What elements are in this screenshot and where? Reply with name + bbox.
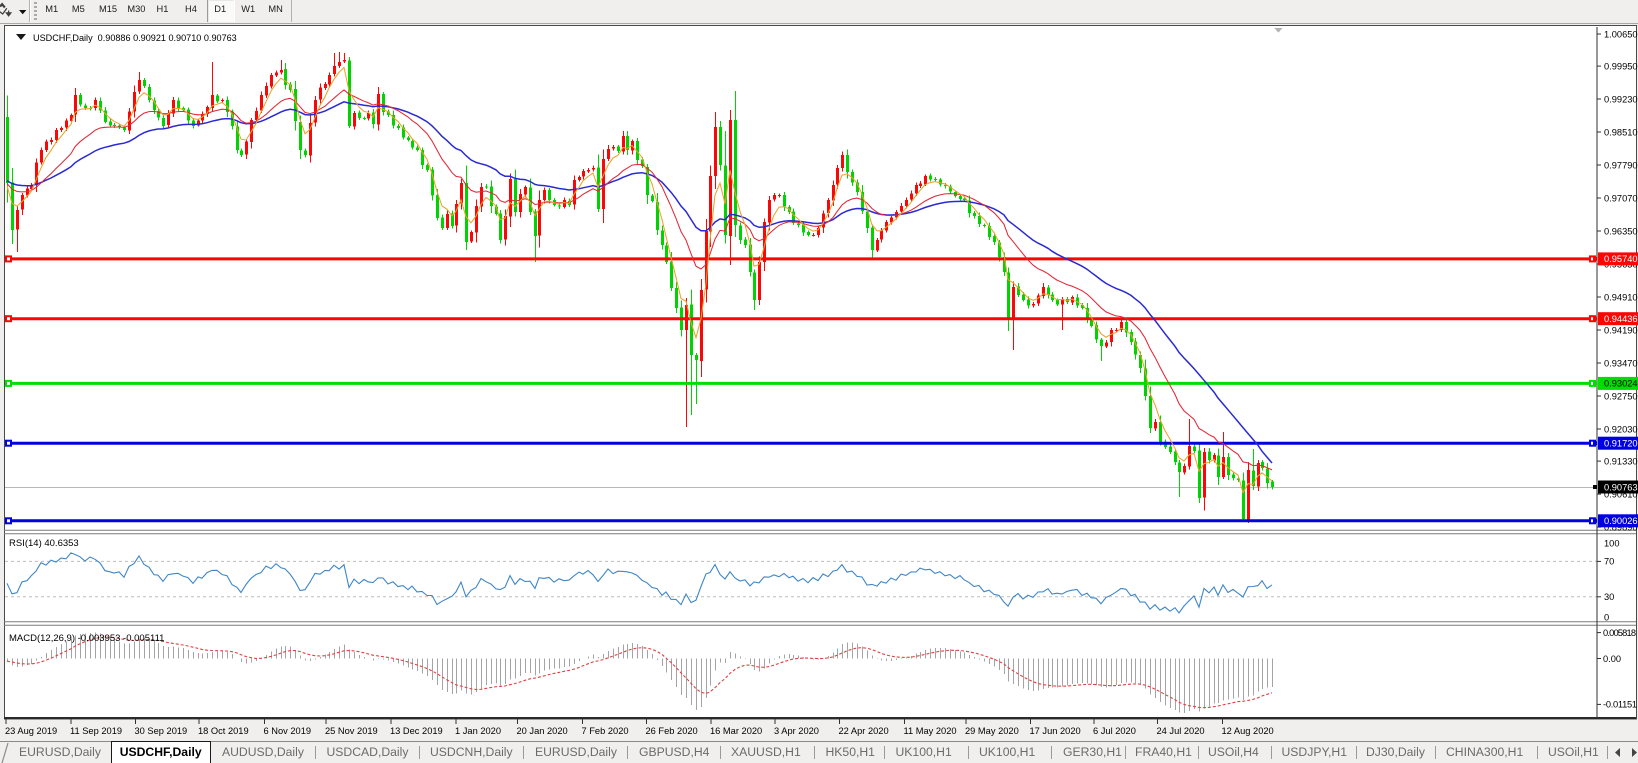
svg-text:13 Dec 2019: 13 Dec 2019: [390, 726, 443, 736]
svg-text:0.94436: 0.94436: [1604, 314, 1638, 324]
svg-text:22 Apr 2020: 22 Apr 2020: [839, 726, 889, 736]
svg-text:0.92030: 0.92030: [1604, 424, 1638, 434]
svg-text:100: 100: [1604, 538, 1620, 548]
svg-text:0.89890: 0.89890: [1604, 522, 1638, 532]
svg-text:0.90763: 0.90763: [1604, 482, 1638, 492]
svg-text:0.90026: 0.90026: [1604, 516, 1638, 526]
svg-text:0.00: 0.00: [1603, 654, 1621, 664]
svg-text:11 May 2020: 11 May 2020: [904, 726, 957, 736]
svg-text:0.97790: 0.97790: [1604, 160, 1638, 170]
svg-text:0.97070: 0.97070: [1604, 193, 1638, 203]
svg-text:23 Aug 2019: 23 Aug 2019: [5, 726, 57, 736]
svg-text:0.93024: 0.93024: [1604, 379, 1638, 389]
svg-text:26 Feb 2020: 26 Feb 2020: [646, 726, 698, 736]
svg-text:6 Nov 2019: 6 Nov 2019: [264, 726, 312, 736]
svg-text:70: 70: [1604, 557, 1614, 567]
svg-text:20 Jan 2020: 20 Jan 2020: [517, 726, 568, 736]
svg-text:0.91330: 0.91330: [1604, 456, 1638, 466]
svg-text:7 Feb 2020: 7 Feb 2020: [582, 726, 629, 736]
svg-text:17 Jun 2020: 17 Jun 2020: [1030, 726, 1081, 736]
svg-text:-0.01151: -0.01151: [1603, 700, 1637, 710]
svg-text:1 Jan 2020: 1 Jan 2020: [455, 726, 501, 736]
svg-text:0.95740: 0.95740: [1604, 254, 1638, 264]
svg-text:0.98510: 0.98510: [1604, 127, 1638, 137]
svg-text:3 Apr 2020: 3 Apr 2020: [774, 726, 819, 736]
svg-text:6 Jul 2020: 6 Jul 2020: [1093, 726, 1136, 736]
svg-text:18 Oct 2019: 18 Oct 2019: [198, 726, 249, 736]
svg-text:29 May 2020: 29 May 2020: [965, 726, 1019, 736]
svg-text:0.96350: 0.96350: [1604, 226, 1638, 236]
svg-text:0.90610: 0.90610: [1604, 489, 1638, 499]
svg-text:30: 30: [1604, 592, 1614, 602]
svg-text:0.99950: 0.99950: [1604, 61, 1638, 71]
svg-text:24 Jul 2020: 24 Jul 2020: [1157, 726, 1205, 736]
svg-text:0.92750: 0.92750: [1604, 391, 1638, 401]
svg-text:MACD(12,26,9) -0.003953 -0.005: MACD(12,26,9) -0.003953 -0.005111: [9, 633, 164, 644]
svg-text:1.00650: 1.00650: [1604, 29, 1638, 39]
svg-text:0.005818: 0.005818: [1603, 628, 1636, 638]
svg-text:0.94190: 0.94190: [1604, 325, 1638, 335]
svg-text:12 Aug 2020: 12 Aug 2020: [1222, 726, 1274, 736]
svg-text:25 Nov 2019: 25 Nov 2019: [325, 726, 378, 736]
svg-text:0: 0: [1604, 612, 1609, 622]
svg-text:11 Sep 2019: 11 Sep 2019: [70, 726, 122, 736]
svg-text:16 Mar 2020: 16 Mar 2020: [710, 726, 762, 736]
svg-text:USDCHF,Daily 0.90886 0.90921: USDCHF,Daily 0.90886 0.90921 0.90710 0.9…: [33, 33, 237, 43]
svg-text:0.93470: 0.93470: [1604, 358, 1638, 368]
svg-text:30 Sep 2019: 30 Sep 2019: [135, 726, 188, 736]
svg-text:0.99230: 0.99230: [1604, 94, 1638, 104]
svg-text:0.94910: 0.94910: [1604, 292, 1638, 302]
svg-text:RSI(14) 40.6353: RSI(14) 40.6353: [9, 538, 79, 549]
svg-text:0.91720: 0.91720: [1604, 439, 1638, 449]
